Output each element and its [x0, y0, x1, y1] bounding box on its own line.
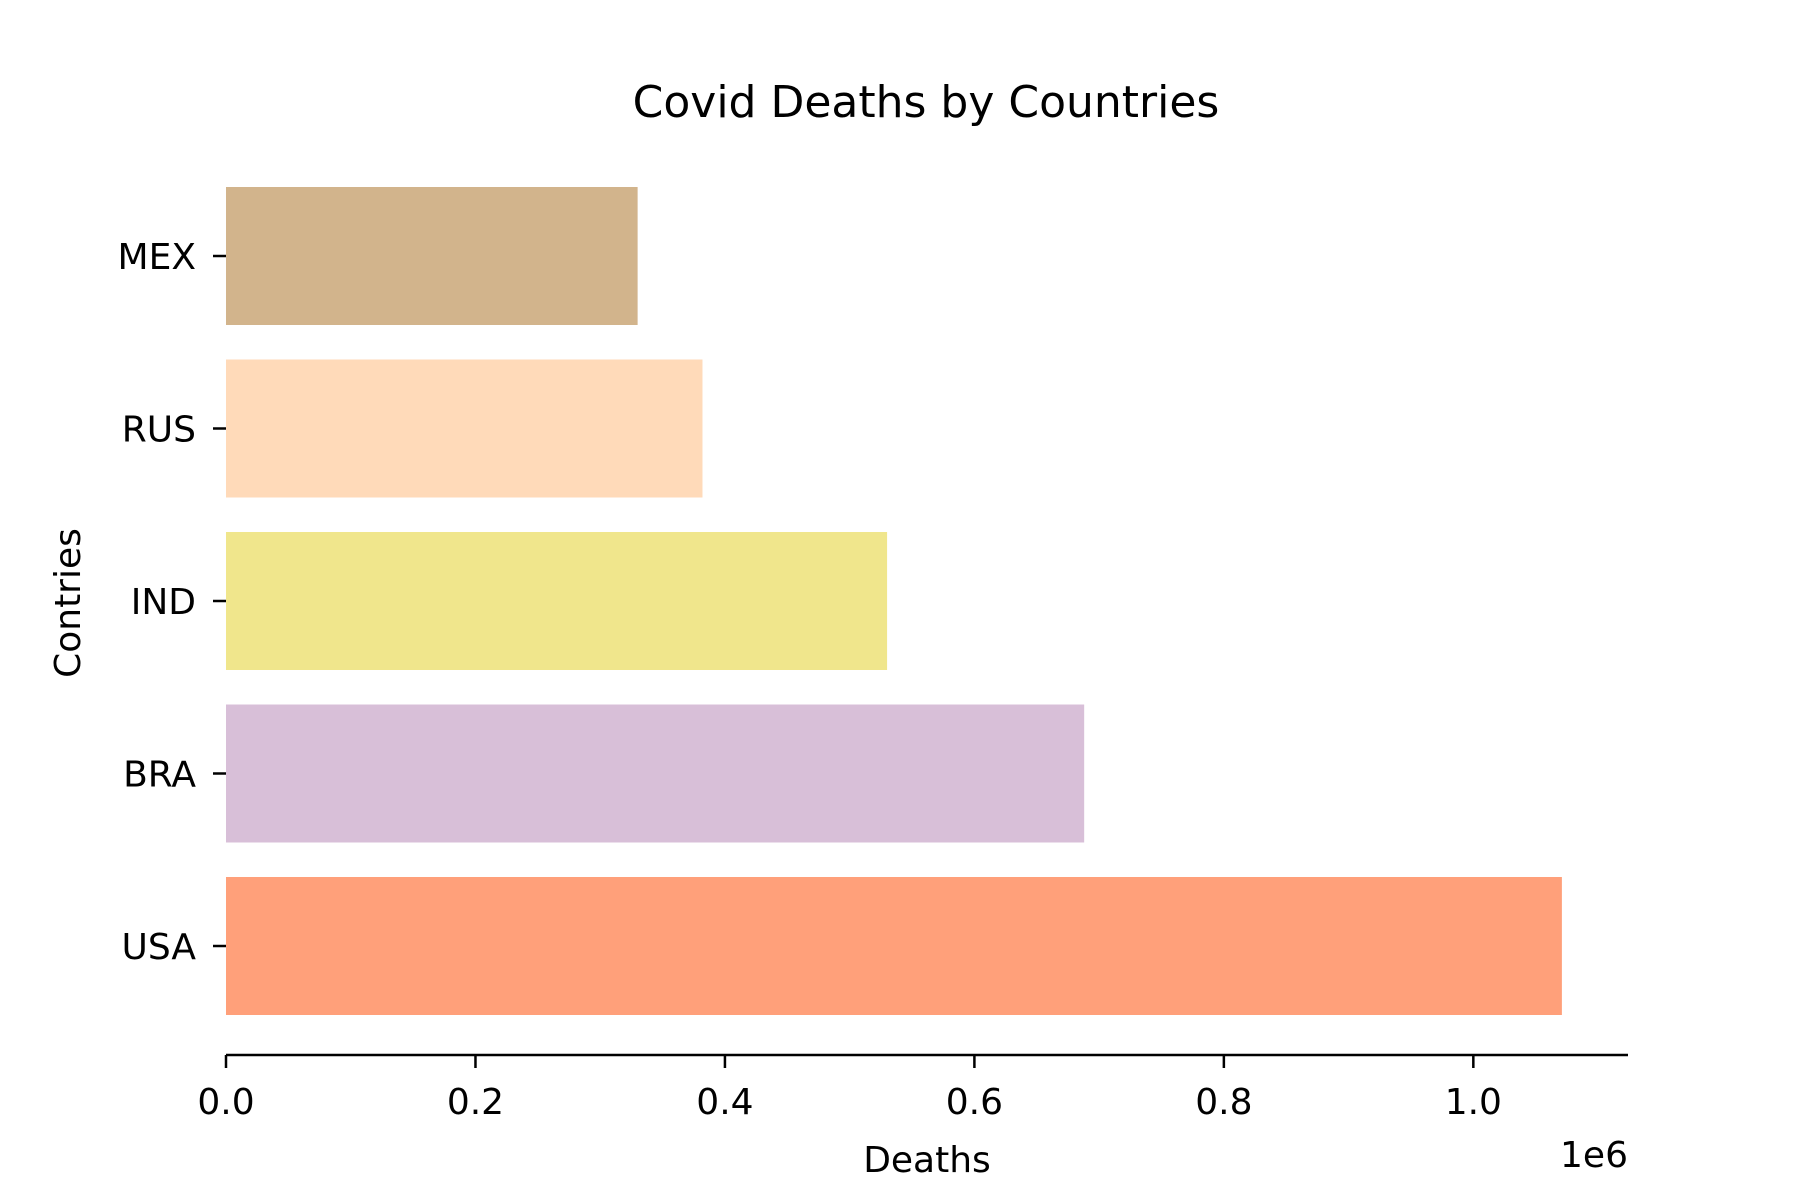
y-tick-label-usa: USA — [122, 927, 197, 968]
x-axis-offset-label: 1e6 — [1560, 1135, 1628, 1176]
x-tick-label: 0.2 — [447, 1082, 504, 1123]
x-tick-label: 0.8 — [1195, 1082, 1252, 1123]
bars-group — [226, 187, 1562, 1015]
chart-title: Covid Deaths by Countries — [633, 77, 1220, 128]
y-tick-label-rus: RUS — [122, 410, 196, 451]
bar-mex — [226, 187, 638, 325]
y-axis: USA BRA IND RUS MEX — [118, 237, 226, 968]
bar-bra — [226, 704, 1085, 843]
y-tick-label-mex: MEX — [118, 237, 196, 278]
x-axis-label: Deaths — [863, 1140, 991, 1181]
y-axis-label: Contries — [48, 528, 89, 678]
x-tick-label: 0.0 — [197, 1082, 254, 1123]
bar-rus — [226, 359, 703, 498]
y-tick-label-bra: BRA — [123, 755, 196, 796]
y-tick-label-ind: IND — [131, 582, 196, 623]
bar-usa — [226, 877, 1562, 1015]
x-axis-ticks: 0.0 0.2 0.4 0.6 0.8 1.0 — [197, 1055, 1502, 1123]
x-tick-label: 1.0 — [1445, 1082, 1502, 1123]
x-tick-label: 0.4 — [696, 1082, 753, 1123]
x-tick-label: 0.6 — [946, 1082, 1003, 1123]
bar-ind — [226, 532, 888, 670]
